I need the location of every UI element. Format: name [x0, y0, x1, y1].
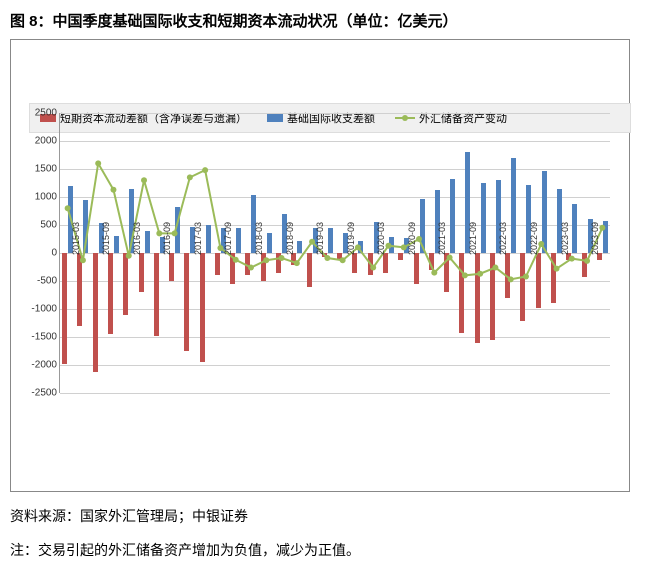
x-axis-labels: 2015-032015-092016-032016-092017-032017-…: [60, 113, 610, 393]
plot-area: 2015-032015-092016-032016-092017-032017-…: [59, 113, 610, 393]
note-text: 注：交易引起的外汇储备资产增加为负值，减少为正值。: [10, 540, 648, 560]
chart-title: 图 8：中国季度基础国际收支和短期资本流动状况（单位：亿美元）: [10, 10, 648, 31]
source-text: 资料来源：国家外汇管理局；中银证券: [10, 506, 648, 526]
chart: 2015-032015-092016-032016-092017-032017-…: [19, 103, 619, 483]
legend-swatch-line: [395, 117, 415, 119]
chart-container: 2015-032015-092016-032016-092017-032017-…: [10, 39, 630, 492]
